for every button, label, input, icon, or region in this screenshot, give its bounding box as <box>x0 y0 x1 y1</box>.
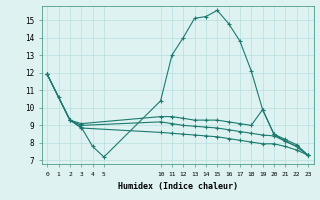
X-axis label: Humidex (Indice chaleur): Humidex (Indice chaleur) <box>118 182 237 191</box>
